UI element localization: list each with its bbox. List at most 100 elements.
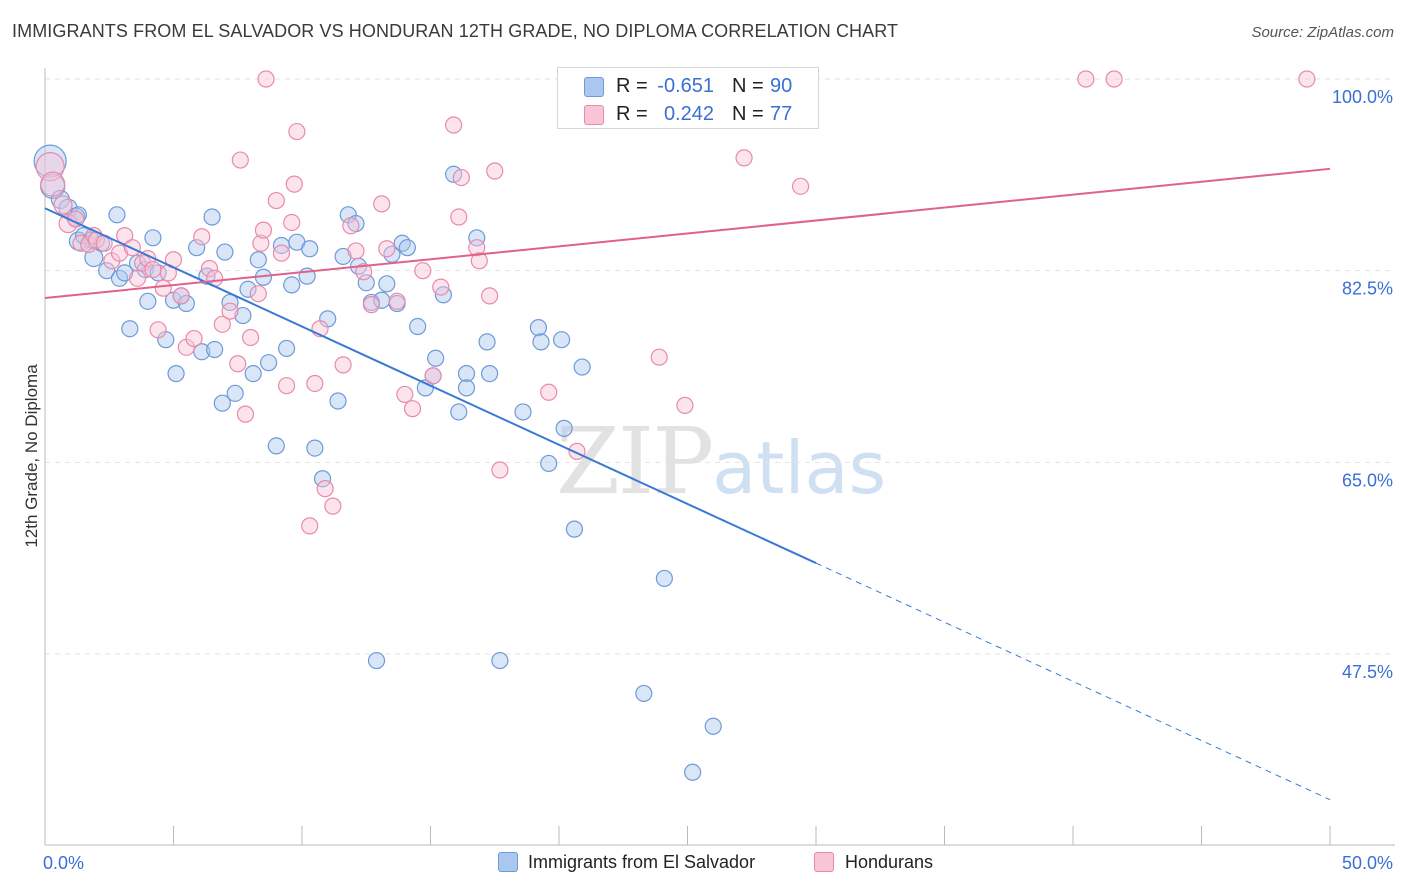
hondurans-point xyxy=(450,208,468,226)
hondurans-point xyxy=(342,217,360,235)
salvador-trendline xyxy=(44,207,817,565)
salvador-point xyxy=(283,276,301,294)
hondurans-point xyxy=(172,287,190,305)
hondurans-point xyxy=(144,260,162,279)
salvador-point xyxy=(239,280,257,298)
stats-legend-row-salvador: R = -0.651 N = 90 xyxy=(558,73,818,101)
hondurans-point xyxy=(378,240,396,258)
salvador-point xyxy=(108,206,126,224)
hondurans-point xyxy=(362,296,380,314)
hondurans-point xyxy=(154,279,172,297)
watermark: ZIPatlas xyxy=(556,408,886,515)
hondurans-point xyxy=(306,374,324,393)
hondurans-point xyxy=(272,244,291,262)
salvador-point xyxy=(139,292,157,310)
salvador-point xyxy=(457,365,476,383)
salvador-point xyxy=(532,333,550,351)
salvador-point xyxy=(267,437,285,455)
legend-swatch-hondurans xyxy=(814,852,834,872)
salvador-point xyxy=(573,358,591,376)
hondurans-point xyxy=(252,234,270,252)
salvador-point xyxy=(565,520,584,538)
hondurans-point xyxy=(231,151,249,169)
n-value: 77 xyxy=(770,103,793,125)
x-tick-label: 50.0% xyxy=(1342,853,1393,873)
salvador-point xyxy=(457,379,476,397)
salvador-point xyxy=(313,470,332,488)
hondurans-point xyxy=(432,278,450,296)
y-tick-label: 47.5% xyxy=(1342,662,1393,682)
r-value: -0.651 xyxy=(657,75,714,97)
hondurans-point xyxy=(236,405,255,423)
hondurans-point xyxy=(254,221,273,239)
salvador-point xyxy=(301,240,319,258)
hondurans-point xyxy=(40,171,66,197)
salvador-point xyxy=(409,317,427,336)
legend-label-salvador: Immigrants from El Salvador xyxy=(528,852,756,872)
r-value: 0.242 xyxy=(663,103,714,125)
salvador-point xyxy=(427,349,445,367)
hondurans-point xyxy=(193,228,211,246)
y-tick-label: 100.0% xyxy=(1332,87,1393,107)
salvador-point xyxy=(704,717,722,735)
hondurans-point xyxy=(316,480,334,498)
salvador-point xyxy=(306,439,324,457)
salvador-point xyxy=(203,208,221,226)
source-credit: Source: ZipAtlas.com xyxy=(1251,24,1394,41)
hondurans-point xyxy=(1105,70,1123,88)
hondurans-point xyxy=(116,227,134,245)
salvador-point xyxy=(121,320,139,338)
hondurans-point xyxy=(491,461,509,479)
salvador-point xyxy=(491,651,509,670)
legend-label-hondurans: Hondurans xyxy=(845,852,934,872)
hondurans-point xyxy=(424,367,442,385)
hondurans-point xyxy=(324,497,342,515)
legend-swatch-salvador xyxy=(498,852,518,872)
salvador-point xyxy=(98,262,116,280)
y-tick-label: 82.5% xyxy=(1342,279,1393,299)
hondurans-point xyxy=(288,122,306,141)
salvador-point xyxy=(259,354,278,372)
hondurans-point xyxy=(277,377,296,395)
hondurans-point xyxy=(213,315,231,333)
salvador-point xyxy=(206,340,224,359)
salvador-point xyxy=(193,343,211,361)
salvador-trendline-extension xyxy=(815,562,1331,801)
salvador-point xyxy=(213,394,231,412)
salvador-point xyxy=(334,247,352,266)
hondurans-point xyxy=(285,175,303,193)
hondurans-point xyxy=(53,195,73,215)
salvador-point xyxy=(468,229,486,247)
hondurans-point xyxy=(373,195,391,213)
hondurans-point xyxy=(452,168,470,187)
hondurans-point xyxy=(481,287,499,305)
salvador-point xyxy=(635,684,653,703)
salvador-point xyxy=(555,419,573,437)
hondurans-point xyxy=(1077,70,1095,88)
hondurans-point xyxy=(267,191,285,210)
hondurans-point xyxy=(200,259,219,278)
salvador-point xyxy=(552,331,571,349)
salvador-point xyxy=(167,365,185,383)
hondurans-point xyxy=(486,162,504,180)
salvador-point xyxy=(478,333,496,351)
hondurans-point xyxy=(347,242,365,260)
watermark-atlas: atlas xyxy=(712,426,887,510)
salvador-point xyxy=(188,239,206,257)
hondurans-point xyxy=(128,269,147,287)
n-label: N = xyxy=(732,75,764,97)
r-label: R = xyxy=(616,75,648,97)
hondurans-point xyxy=(414,262,432,280)
hondurans-point xyxy=(650,348,668,366)
hondurans-point xyxy=(185,329,203,348)
hondurans-point xyxy=(110,244,129,262)
r-label: R = xyxy=(616,103,648,125)
watermark-zip: ZIP xyxy=(556,408,714,515)
chart-title: IMMIGRANTS FROM EL SALVADOR VS HONDURAN … xyxy=(12,21,899,41)
hondurans-point xyxy=(355,263,373,281)
salvador-point xyxy=(540,454,558,473)
hondurans-point xyxy=(388,292,406,310)
salvador-point xyxy=(33,144,67,178)
hondurans-point xyxy=(257,70,275,88)
